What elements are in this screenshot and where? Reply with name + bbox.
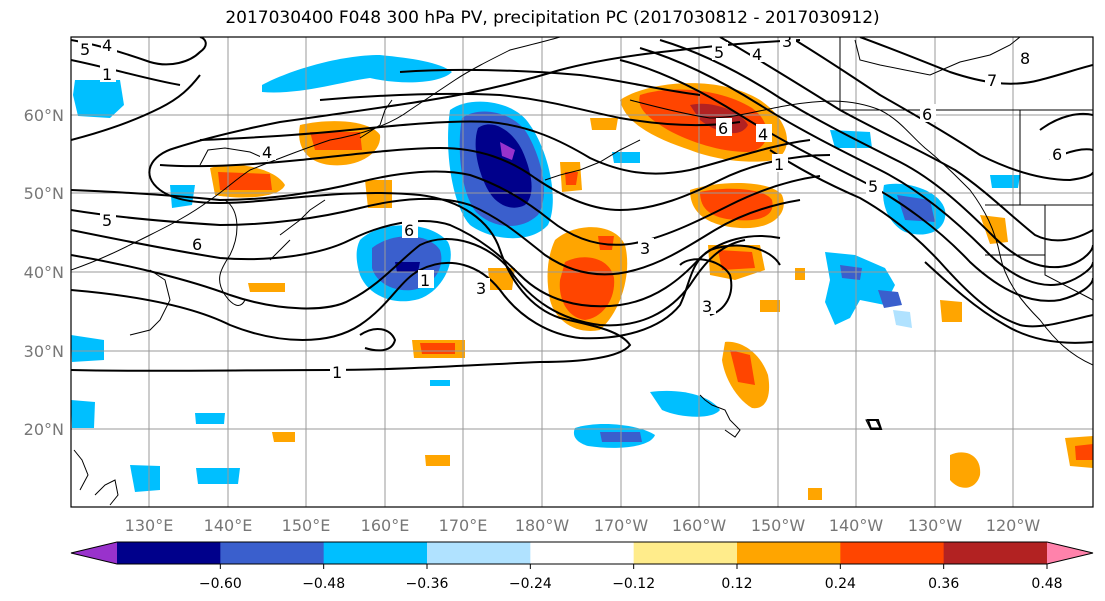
map-area: 4 5 1 4 5 6 6 1 1 3 3 <box>70 32 1094 508</box>
colorbar-tick-label: −0.60 <box>199 576 242 592</box>
map-frame <box>70 36 1094 508</box>
contour-label: 6 <box>404 221 414 240</box>
lat-label: 40°N <box>24 263 64 282</box>
contour-label: 7 <box>987 71 997 90</box>
contour-label: 6 <box>192 235 202 254</box>
contour-label: 1 <box>774 155 784 174</box>
colorbar-tick-label: 0.48 <box>1031 576 1062 592</box>
positive-anomaly-region <box>210 83 1093 500</box>
lon-label: 150°E <box>282 516 331 535</box>
map-title: 2017030400 F048 300 hPa PV, precipitatio… <box>225 8 880 28</box>
contour-label: 6 <box>922 105 932 124</box>
lon-label: 180°W <box>515 516 570 535</box>
contour-label: 5 <box>868 177 878 196</box>
contour-label: 3 <box>640 239 650 258</box>
contour-label: 5 <box>102 211 112 230</box>
contour-label: 1 <box>332 363 342 382</box>
lon-label: 150°W <box>751 516 806 535</box>
lat-label: 30°N <box>24 342 64 361</box>
lat-label: 20°N <box>24 420 64 439</box>
colorbar-swatch <box>737 542 841 564</box>
longitude-labels: 130°E 140°E 150°E 160°E 170°E 180°W 170°… <box>125 516 1041 535</box>
lon-label: 170°E <box>439 516 488 535</box>
contour-label: 3 <box>702 297 712 316</box>
contour-label: 4 <box>262 143 272 162</box>
contour-labels: 4 5 1 4 5 6 6 1 1 3 3 <box>78 32 1066 382</box>
colorbar-tick-label: 0.36 <box>928 576 959 592</box>
lon-label: 140°E <box>204 516 253 535</box>
contour-label: 5 <box>80 40 90 59</box>
lon-label: 140°W <box>829 516 884 535</box>
colorbar-swatch <box>220 542 325 564</box>
colorbar-tick-label: 0.24 <box>825 576 856 592</box>
colorbar: −0.60 −0.48 −0.36 −0.24 −0.12 0.12 0.24 0.36 0.4… <box>70 541 1094 592</box>
colorbar-swatch <box>323 542 428 564</box>
contour-label: 4 <box>752 45 762 64</box>
contour-label: 3 <box>476 279 486 298</box>
lon-label: 130°W <box>908 516 963 535</box>
contour-label: 1 <box>420 271 430 290</box>
contour-label: 3 <box>782 32 792 51</box>
latitude-labels: 60°N 50°N 40°N 30°N 20°N <box>24 106 64 439</box>
contour-label: 4 <box>758 125 768 144</box>
colorbar-tick-label: −0.48 <box>302 576 345 592</box>
contour-label: 1 <box>102 65 112 84</box>
lon-label: 130°E <box>125 516 174 535</box>
colorbar-tick-label: −0.36 <box>406 576 449 592</box>
contour-label: 6 <box>1052 145 1062 164</box>
colorbar-tick-label: −0.12 <box>612 576 655 592</box>
colorbar-swatch <box>427 542 531 564</box>
colorbar-swatch <box>530 542 635 564</box>
lon-label: 120°W <box>986 516 1041 535</box>
contour-label: 8 <box>1020 49 1030 68</box>
colorbar-tick-label: 0.12 <box>721 576 752 592</box>
lon-label: 160°W <box>672 516 727 535</box>
colorbar-swatch <box>117 542 221 564</box>
contour-label: 6 <box>718 119 728 138</box>
colorbar-arrow-right <box>1047 542 1093 564</box>
colorbar-arrow-left <box>71 542 117 564</box>
colorbar-swatch <box>840 542 945 564</box>
colorbar-tick-label: −0.24 <box>509 576 552 592</box>
lat-label: 50°N <box>24 184 64 203</box>
lon-label: 170°W <box>594 516 649 535</box>
contour-label: 4 <box>102 36 112 55</box>
colorbar-swatch <box>943 542 1048 564</box>
lat-label: 60°N <box>24 106 64 125</box>
lon-label: 160°E <box>361 516 410 535</box>
colorbar-swatch <box>633 542 738 564</box>
contour-label: 5 <box>714 43 724 62</box>
